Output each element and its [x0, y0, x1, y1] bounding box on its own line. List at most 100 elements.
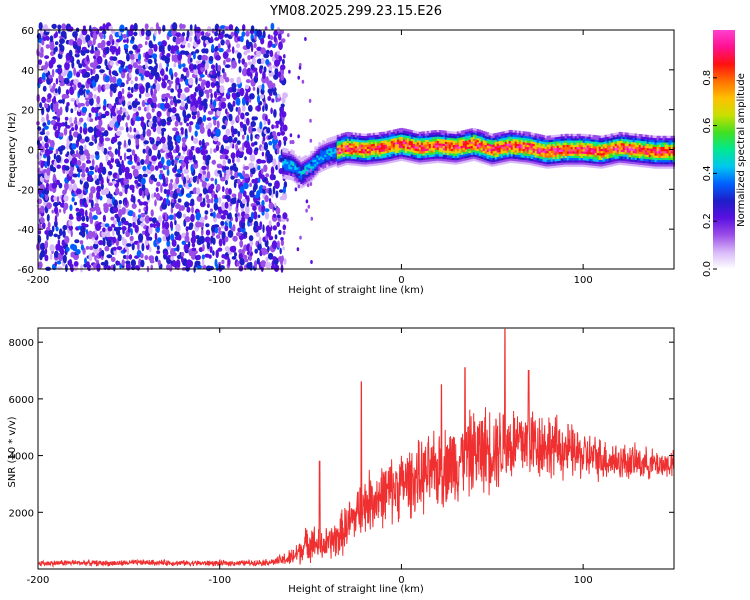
heatmap-cell	[208, 254, 212, 259]
heatmap-cell	[264, 238, 269, 248]
heatmap-cell	[386, 157, 390, 160]
heatmap-cell	[448, 139, 452, 143]
heatmap-cell	[592, 141, 596, 144]
heatmap-cell	[185, 193, 192, 198]
heatmap-cell	[160, 68, 165, 77]
heatmap-cell	[436, 160, 440, 163]
heatmap-cell	[87, 40, 93, 46]
heatmap-cell	[628, 159, 632, 162]
heatmap-cell	[410, 156, 414, 159]
heatmap-cell	[179, 121, 183, 126]
heatmap-cell	[87, 126, 94, 133]
heatmap-cell	[496, 139, 500, 142]
heatmap-cell	[41, 96, 46, 104]
heatmap-cell	[568, 151, 572, 154]
heatmap-cell	[227, 135, 233, 143]
heatmap-cell	[154, 199, 157, 207]
heatmap-cell	[380, 147, 384, 150]
heatmap-cell	[418, 142, 422, 146]
heatmap-cell	[376, 134, 380, 137]
heatmap-cell	[644, 152, 648, 155]
heatmap-cell	[328, 144, 331, 147]
heatmap-cell	[508, 156, 512, 159]
heatmap-cell	[388, 152, 392, 155]
heatmap-cell	[282, 149, 285, 153]
heatmap-cell	[167, 139, 173, 148]
heatmap-cell	[456, 144, 460, 147]
heatmap-cell	[384, 140, 388, 143]
heatmap-cell	[101, 230, 107, 238]
heatmap-cell	[632, 133, 636, 136]
heatmap-cell	[330, 158, 333, 162]
heatmap-cell	[188, 183, 193, 188]
heatmap-cell	[484, 140, 488, 143]
heatmap-cell	[646, 145, 650, 149]
heatmap-cell	[432, 136, 436, 140]
heatmap-cell	[632, 159, 636, 162]
heatmap-cell	[192, 137, 199, 144]
heatmap-cell	[410, 154, 414, 157]
heatmap-cell	[390, 138, 394, 142]
heatmap-cell	[348, 136, 352, 139]
heatmap-cell	[81, 162, 86, 169]
heatmap-cell	[55, 31, 58, 38]
heatmap-cell	[175, 134, 182, 143]
heatmap-cell	[340, 135, 344, 138]
heatmap-cell	[582, 157, 586, 161]
heatmap-cell	[105, 83, 111, 90]
heatmap-cell	[514, 147, 518, 151]
heatmap-cell	[582, 155, 586, 159]
heatmap-cell	[134, 98, 138, 102]
heatmap-cell	[496, 145, 500, 149]
heatmap-cell	[330, 143, 333, 146]
heatmap-cell	[120, 82, 125, 88]
heatmap-cell	[336, 136, 340, 140]
heatmap-cell	[262, 71, 266, 80]
heatmap-cell	[314, 166, 317, 169]
heatmap-cell	[288, 164, 291, 167]
heatmap-cell	[566, 164, 570, 167]
heatmap-cell	[566, 146, 570, 150]
heatmap-cell	[189, 24, 193, 31]
heatmap-cell	[564, 133, 568, 137]
heatmap-cell	[620, 162, 624, 166]
heatmap-cell	[430, 158, 434, 162]
heatmap-cell	[65, 105, 69, 113]
heatmap-cell	[352, 141, 356, 144]
heatmap-cell	[464, 140, 468, 143]
heatmap-cell	[362, 138, 366, 141]
heatmap-cell	[109, 193, 113, 200]
heatmap-cell	[320, 160, 323, 164]
heatmap-cell	[165, 93, 171, 98]
heatmap-cell	[528, 162, 532, 166]
heatmap-cell	[57, 122, 62, 128]
heatmap-cell	[482, 155, 486, 158]
heatmap-cell	[540, 150, 544, 153]
heatmap-cell	[434, 147, 438, 150]
heatmap-cell	[412, 137, 416, 140]
heatmap-cell	[50, 51, 55, 57]
heatmap-cell	[478, 145, 482, 148]
heatmap-cell	[636, 151, 640, 154]
heatmap-cell	[384, 137, 388, 141]
heatmap-cell	[442, 150, 446, 153]
heatmap-cell	[420, 131, 424, 134]
heatmap-cell	[281, 111, 287, 118]
heatmap-cell	[610, 137, 614, 141]
heatmap-cell	[552, 146, 556, 149]
heatmap-cell	[99, 162, 104, 170]
heatmap-cell	[522, 140, 526, 143]
heatmap-cell	[600, 159, 604, 163]
heatmap-cell	[51, 209, 54, 214]
heatmap-cell	[588, 152, 592, 155]
heatmap-cell	[390, 158, 394, 161]
heatmap-cell	[620, 143, 624, 146]
heatmap-cell	[222, 159, 226, 167]
heatmap-cell	[550, 148, 554, 151]
heatmap-cell	[151, 53, 158, 59]
heatmap-cell	[236, 27, 240, 34]
heatmap-cell	[524, 155, 528, 158]
heatmap-cell	[416, 153, 420, 156]
heatmap-cell	[630, 163, 634, 167]
heatmap-cell	[94, 138, 98, 144]
